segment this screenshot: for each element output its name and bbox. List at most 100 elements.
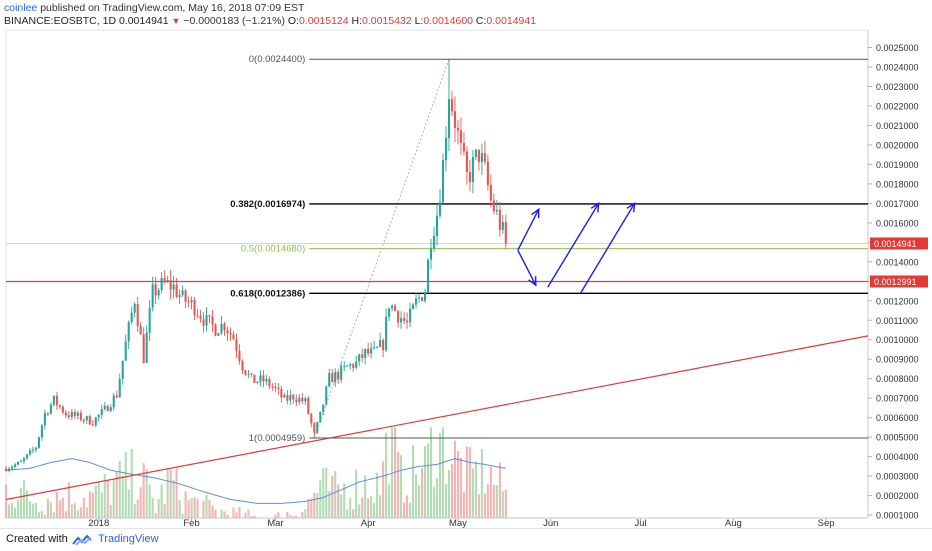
volume-bar (149, 485, 151, 518)
volume-bar (95, 486, 97, 518)
volume-bar (352, 509, 354, 518)
candle-body (202, 319, 204, 326)
candle-body (173, 285, 175, 290)
y-tick-label: 0.0002000 (876, 491, 919, 501)
volume-bar (277, 512, 279, 518)
volume-bar (493, 485, 495, 518)
open-value: 0.0015124 (299, 15, 349, 27)
candle-body (292, 395, 294, 400)
volume-bar (232, 507, 234, 518)
candle-body (47, 413, 49, 414)
candle-body (274, 387, 276, 388)
volume-bar (205, 495, 207, 518)
candle-body (472, 157, 474, 182)
candle-body (220, 324, 222, 334)
candle-body (328, 373, 330, 386)
candle-body (409, 309, 411, 322)
candle-body (119, 379, 121, 397)
candle-body (170, 280, 172, 290)
candle-body (29, 450, 31, 454)
volume-bar (71, 504, 73, 518)
y-tick-label: 0.0001000 (876, 511, 919, 521)
volume-bar (319, 480, 321, 518)
volume-bar (107, 480, 109, 518)
volume-bar (427, 444, 429, 518)
tradingview-logo-icon (72, 534, 92, 546)
volume-bar (487, 484, 489, 518)
candle-body (256, 382, 258, 383)
symbol-bar: BINANCE:EOSBTC, 1D 0.0014941 ▼ −0.000018… (4, 15, 536, 28)
volume-bar (457, 451, 459, 518)
volume-bar (161, 484, 163, 518)
volume-bar (238, 507, 240, 518)
candle-body (502, 222, 504, 230)
volume-bar (50, 502, 52, 518)
candle-body (352, 364, 354, 368)
volume-bar (89, 491, 91, 518)
candle-body (80, 413, 82, 420)
x-tick-label: Apr (361, 518, 376, 528)
y-tick-label: 0.0011000 (876, 316, 918, 326)
candle-body (247, 374, 249, 375)
created-with-text: Created with (6, 533, 68, 545)
volume-bar (226, 515, 228, 518)
y-tick-label: 0.0021000 (876, 121, 919, 131)
volume-bar (460, 458, 462, 518)
volume-bar (197, 499, 199, 518)
volume-bar (223, 511, 225, 518)
volume-bar (481, 449, 483, 518)
candle-body (466, 152, 468, 173)
candle-body (244, 370, 246, 374)
volume-bar (173, 480, 175, 518)
candle-body (475, 150, 477, 157)
candle-body (499, 210, 501, 230)
candle-body (11, 467, 13, 469)
candle-body (35, 448, 37, 450)
candle-body (83, 420, 85, 421)
volume-bar (250, 516, 252, 518)
volume-bar (158, 499, 160, 518)
volume-bar (469, 447, 471, 518)
candle-body (26, 454, 28, 458)
y-tick-label: 0.0003000 (876, 472, 919, 482)
volume-bar (47, 499, 49, 518)
symbol-name[interactable]: BINANCE:EOSBTC, 1D (4, 15, 116, 27)
volume-bar (403, 502, 405, 518)
candle-body (394, 306, 396, 311)
y-tick-label: 0.0008000 (876, 374, 919, 384)
candle-body (71, 412, 73, 417)
footer-bar: Created with TradingView (0, 528, 932, 551)
volume-bar (77, 510, 79, 518)
candle-body (89, 416, 91, 424)
y-tick-label: 0.0024000 (876, 63, 919, 73)
candle-body (110, 407, 112, 411)
candle-body (478, 150, 480, 162)
volume-bar (301, 512, 303, 518)
candle-body (17, 462, 19, 465)
candle-body (152, 284, 154, 307)
volume-bar (119, 461, 121, 518)
tradingview-brand-link[interactable]: TradingView (98, 533, 159, 545)
candle-body (283, 395, 285, 397)
candle-body (208, 315, 210, 316)
candle-body (343, 366, 345, 367)
candle-body (134, 304, 136, 313)
volume-bar (185, 491, 187, 518)
volume-bar (397, 452, 399, 518)
candle-body (223, 324, 225, 331)
volume-bar (253, 516, 255, 518)
volume-bar (418, 485, 420, 518)
candle-body (50, 405, 52, 414)
chart-svg[interactable]: 0.00250000.00240000.00230000.00220000.00… (0, 0, 932, 528)
volume-bar (167, 470, 169, 518)
y-tick-label: 0.0022000 (876, 101, 919, 111)
candle-body (340, 366, 342, 379)
candle-body (161, 278, 163, 290)
candle-body (149, 308, 151, 333)
candle-body (358, 354, 360, 361)
candle-body (367, 349, 369, 353)
candle-body (322, 404, 324, 411)
candle-body (280, 389, 282, 397)
author-link[interactable]: coinlee (4, 2, 37, 14)
